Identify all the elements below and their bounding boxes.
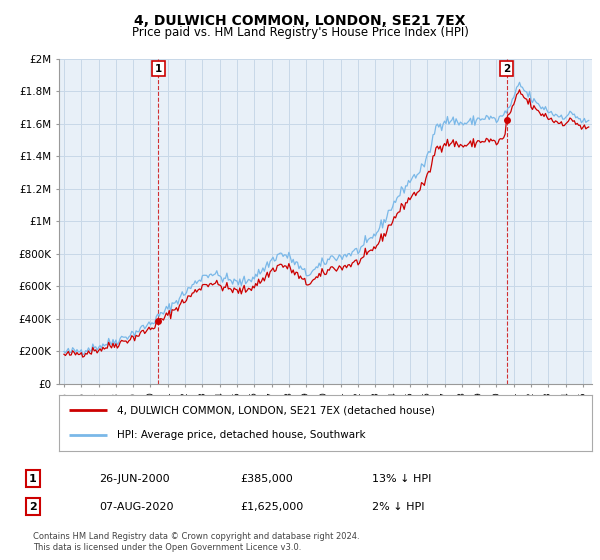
Text: £385,000: £385,000 (240, 474, 293, 484)
Text: 1: 1 (155, 64, 162, 74)
Text: 07-AUG-2020: 07-AUG-2020 (99, 502, 173, 512)
Text: 13% ↓ HPI: 13% ↓ HPI (372, 474, 431, 484)
Text: 2% ↓ HPI: 2% ↓ HPI (372, 502, 425, 512)
Text: £1,625,000: £1,625,000 (240, 502, 303, 512)
Text: 26-JUN-2000: 26-JUN-2000 (99, 474, 170, 484)
Text: 1: 1 (29, 474, 37, 484)
Text: HPI: Average price, detached house, Southwark: HPI: Average price, detached house, Sout… (118, 430, 366, 440)
Text: Contains HM Land Registry data © Crown copyright and database right 2024.
This d: Contains HM Land Registry data © Crown c… (33, 532, 359, 552)
Text: Price paid vs. HM Land Registry's House Price Index (HPI): Price paid vs. HM Land Registry's House … (131, 26, 469, 39)
Text: 4, DULWICH COMMON, LONDON, SE21 7EX: 4, DULWICH COMMON, LONDON, SE21 7EX (134, 14, 466, 28)
Text: 2: 2 (29, 502, 37, 512)
Text: 4, DULWICH COMMON, LONDON, SE21 7EX (detached house): 4, DULWICH COMMON, LONDON, SE21 7EX (det… (118, 405, 435, 416)
Text: 2: 2 (503, 64, 510, 74)
